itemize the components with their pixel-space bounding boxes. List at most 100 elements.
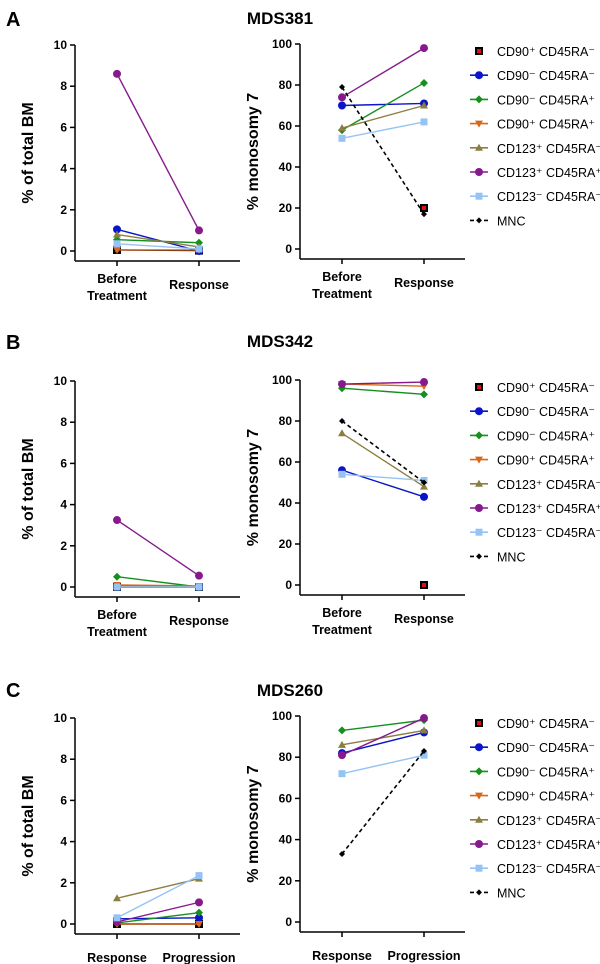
y-tick-label: 10 [54, 38, 68, 52]
x-tick-label-line: Progression [163, 951, 236, 964]
y-tick-label: 0 [285, 915, 292, 929]
series-line [341, 432, 425, 488]
x-tick-label: Response [169, 278, 229, 292]
right-chart: 0 20 40 60 80 100 Response Progression % monosom… [245, 709, 465, 963]
data-point [338, 770, 346, 778]
data-point [338, 134, 346, 142]
series-mnc [339, 84, 427, 218]
series-line [341, 86, 425, 215]
y-tick-label: 20 [279, 537, 293, 551]
legend-item-cd90m_cd45rap: CD90⁻ CD45RA⁺ [470, 765, 595, 779]
data-point [338, 380, 346, 389]
data-point [195, 583, 203, 591]
left-chart: 0 2 4 6 8 10 Response Progression % of total BM [20, 711, 240, 964]
left-chart-y-axis-title: % of total BM [20, 775, 37, 876]
series-line [116, 73, 200, 231]
data-point [421, 479, 427, 486]
data-point [338, 101, 346, 110]
legend-item-cd123m_cd45ram: CD123⁻ CD45RA⁻ [470, 862, 600, 876]
legend-label: MNC [497, 550, 525, 564]
y-tick-label: 4 [60, 835, 67, 849]
legend-marker-icon-center [477, 721, 481, 725]
legend-label: CD90⁻ CD45RA⁺ [497, 765, 595, 779]
x-tick-label-line: Response [169, 614, 229, 628]
series-cd123p_cd45rap [338, 44, 428, 102]
legend-marker-icon [475, 95, 483, 104]
legend-label: CD123⁺ CD45RA⁻ [497, 478, 600, 492]
chart-title: MDS260 [257, 681, 323, 700]
left-chart-y-axis-title: % of total BM [20, 102, 37, 203]
series-cd123p_cd45ram [338, 101, 428, 132]
y-tick-label: 2 [60, 203, 67, 217]
x-tick-label: Before Treatment [312, 270, 373, 301]
series-cd123p_cd45rap [338, 714, 428, 760]
x-tick-label-line: Response [312, 949, 372, 963]
x-tick-label-line: Treatment [87, 625, 148, 639]
y-tick-label: 20 [279, 201, 293, 215]
data-point [195, 226, 203, 235]
series-cd123p_cd45ram [338, 726, 428, 748]
data-point [195, 898, 203, 907]
data-point [420, 118, 428, 126]
y-tick-label: 8 [60, 752, 67, 766]
legend-label: CD90⁺ CD45RA⁺ [497, 118, 595, 132]
legend-item-cd90p_cd45ram: CD90⁺ CD45RA⁻ [475, 45, 595, 59]
series-cd123p_cd45ram [338, 429, 428, 490]
data-point [420, 101, 428, 109]
x-tick-label: Progression [388, 949, 461, 963]
chart-title: MDS381 [247, 9, 313, 28]
legend-item-cd123p_cd45rap: CD123⁺ CD45RA⁺ [470, 166, 600, 180]
legend-item-cd123p_cd45ram: CD123⁺ CD45RA⁻ [470, 478, 600, 492]
legend-marker-icon [475, 864, 483, 872]
y-tick-label: 4 [60, 498, 67, 512]
x-tick-label: Progression [163, 951, 236, 964]
y-tick-label: 60 [279, 455, 293, 469]
x-tick-label: Response [394, 276, 454, 290]
series-line [341, 750, 425, 855]
data-point [195, 571, 203, 580]
x-tick-label-line: Response [169, 278, 229, 292]
y-tick-label: 80 [279, 750, 293, 764]
legend-marker-icon [475, 743, 483, 752]
right-chart: 0 20 40 60 80 100 Before Treatment Response % mon… [245, 373, 465, 637]
legend-item-mnc: MNC [470, 550, 525, 564]
panel-B: B MDS342 0 2 4 6 8 10 Before Treatment Response % o… [6, 332, 600, 639]
y-tick-label: 100 [272, 37, 292, 51]
legend-marker-icon [475, 143, 483, 151]
series-cd90p_cd45ram [420, 204, 428, 212]
data-point [113, 572, 121, 581]
series-line [341, 473, 425, 482]
legend-label: CD90⁻ CD45RA⁺ [497, 93, 595, 107]
data-point [338, 740, 346, 748]
data-point [195, 913, 203, 922]
data-point [113, 914, 121, 922]
series-cd123m_cd45ram [338, 118, 428, 142]
series-cd123m_cd45ram [113, 583, 203, 591]
y-tick-label: 8 [60, 79, 67, 93]
series-line [341, 420, 425, 484]
y-tick-label: 20 [279, 874, 293, 888]
legend-label: CD90⁺ CD45RA⁻ [497, 381, 595, 395]
legend-label: CD123⁺ CD45RA⁻ [497, 814, 600, 828]
right-chart-y-axis-title: % monosomy 7 [245, 93, 262, 210]
y-tick-label: 10 [54, 374, 68, 388]
y-tick-label: 6 [60, 120, 67, 134]
legend-marker-icon [475, 840, 483, 848]
panel-C: C MDS260 0 2 4 6 8 10 Response Progression % of to… [6, 680, 600, 964]
series-cd123p_cd45rap [113, 516, 203, 580]
legend-label: CD123⁻ CD45RA⁻ [497, 190, 600, 204]
legend-label: CD123⁻ CD45RA⁻ [497, 526, 600, 540]
data-point [420, 726, 428, 734]
x-tick-label: Response [312, 949, 372, 963]
series-line [341, 121, 425, 139]
x-tick-label-line: Before [97, 272, 137, 286]
legend-label: MNC [497, 214, 525, 228]
data-point [338, 470, 346, 478]
legend-marker-icon [475, 192, 483, 200]
legend-item-cd123p_cd45ram: CD123⁺ CD45RA⁻ [470, 814, 600, 828]
legend-label: CD90⁻ CD45RA⁻ [497, 405, 595, 419]
legend-label: CD123⁻ CD45RA⁻ [497, 862, 600, 876]
chart-title: MDS342 [247, 332, 313, 351]
y-tick-label: 0 [285, 242, 292, 256]
legend-marker-icon-center [477, 49, 481, 53]
